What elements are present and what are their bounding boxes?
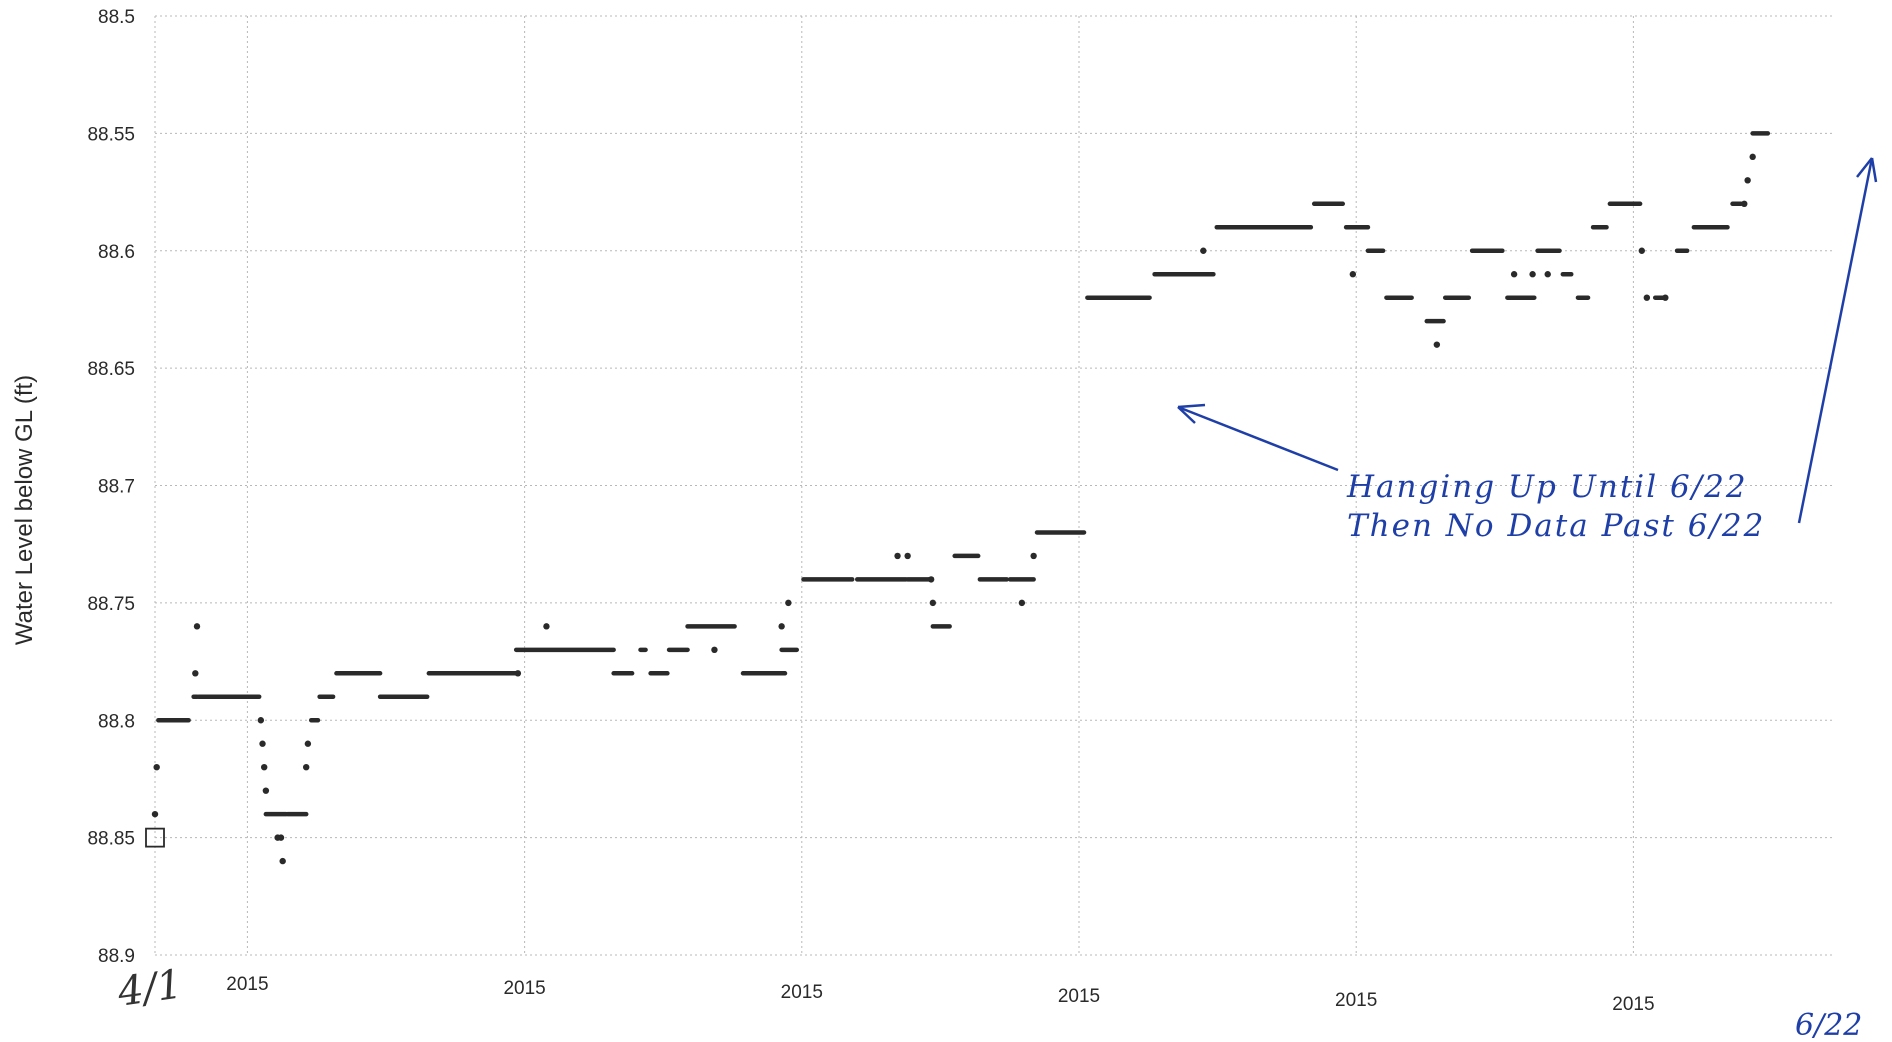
annotation-line-2: Then No Data Past 6/22	[1347, 508, 1765, 544]
data-point	[1741, 200, 1748, 207]
data-point	[262, 787, 270, 794]
data-point	[1662, 294, 1669, 301]
handwritten-annotations: Hanging Up Until 6/22 Then No Data Past …	[114, 157, 1878, 1042]
data-point	[778, 623, 785, 630]
data-point	[1749, 153, 1756, 161]
grid	[154, 15, 1835, 956]
data-point	[514, 670, 522, 677]
data-point	[894, 552, 901, 560]
y-tick-label: 88.55	[87, 124, 135, 145]
x-tick-label: 2015	[503, 978, 545, 999]
data-point	[279, 857, 286, 865]
data-point	[543, 623, 550, 630]
y-axis-title: Water Level below GL (ft)	[11, 375, 38, 645]
data-point	[1433, 341, 1441, 348]
x-tick-label: 2015	[1612, 994, 1654, 1015]
data-point	[261, 764, 268, 771]
data-point	[1744, 177, 1751, 184]
x-tick-label: 2015	[1058, 986, 1100, 1007]
data-point	[277, 834, 285, 841]
data-point	[904, 552, 911, 560]
y-tick-label: 88.7	[98, 477, 135, 498]
data-series	[145, 131, 1771, 865]
data-point	[1349, 271, 1357, 278]
y-tick-label: 88.5	[98, 7, 135, 28]
data-point	[303, 764, 310, 771]
annotation-line-1: Hanging Up Until 6/22	[1346, 469, 1748, 505]
y-tick-label: 88.65	[87, 359, 135, 380]
data-point	[1643, 294, 1651, 301]
data-point	[927, 576, 935, 583]
data-point	[711, 646, 718, 654]
data-point	[304, 740, 312, 747]
arrow-up-icon	[1797, 157, 1878, 524]
x-tick-label: 2015	[226, 974, 268, 995]
arrow-left-icon	[1177, 403, 1339, 472]
data-point	[1018, 599, 1026, 607]
data-point	[259, 740, 266, 747]
start-marker	[145, 827, 165, 848]
y-tick-label: 88.85	[87, 829, 135, 850]
y-tick-labels: 88.5 88.55 88.6 88.65 88.7 88.75 88.8 88.85 88.9	[87, 7, 135, 967]
x-tick-label: 2015	[781, 982, 823, 1003]
data-point	[1200, 247, 1207, 254]
y-tick-label: 88.8	[98, 711, 135, 732]
x-tick-label: 2015	[1335, 990, 1377, 1011]
data-point	[193, 623, 201, 630]
y-tick-label: 88.9	[98, 946, 135, 967]
y-tick-label: 88.75	[87, 594, 135, 615]
data-point	[785, 599, 792, 607]
y-tick-label: 88.6	[98, 242, 135, 263]
data-point	[1030, 552, 1037, 560]
data-point	[929, 599, 937, 607]
start-date-mark: 4/1	[114, 961, 185, 1016]
data-point	[1544, 271, 1551, 278]
data-point	[1638, 247, 1646, 254]
data-point	[257, 717, 265, 724]
data-point	[151, 810, 159, 818]
data-point	[1510, 271, 1518, 278]
x-tick-labels: 2015 2015 2015 2015 2015 2015	[226, 974, 1654, 1015]
data-point	[153, 764, 160, 771]
end-date-mark: 6/22	[1795, 1008, 1862, 1042]
data-point	[192, 670, 199, 677]
data-point	[1529, 271, 1536, 278]
